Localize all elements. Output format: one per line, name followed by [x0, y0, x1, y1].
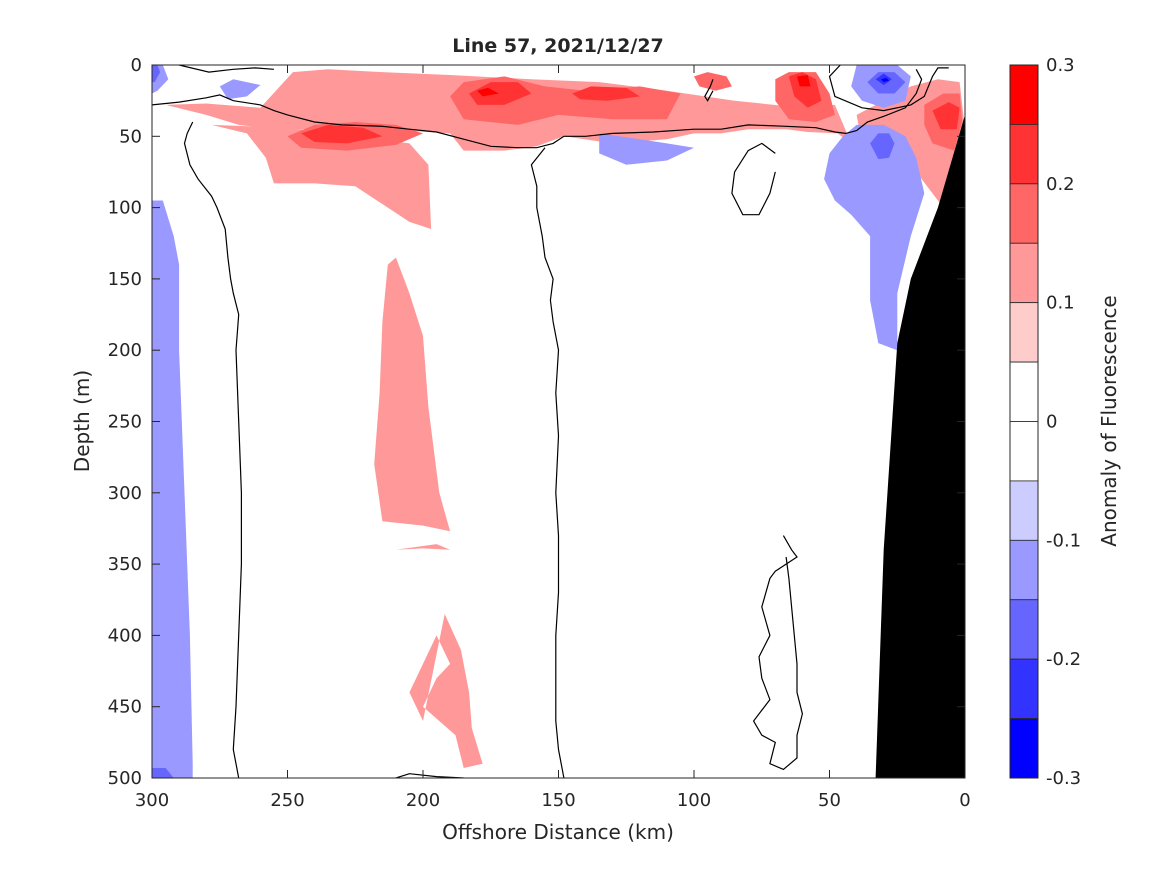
x-axis-label: Offshore Distance (km) — [442, 820, 674, 844]
colorbar-swatch — [1009, 242, 1039, 304]
negative-anomaly-region — [824, 124, 925, 351]
zero-contour-line — [752, 535, 804, 771]
zero-contour-line — [731, 142, 776, 216]
y-tick-label: 100 — [108, 198, 142, 219]
colorbar-swatch — [1009, 64, 1039, 125]
zero-contour-line — [178, 65, 274, 73]
y-axis-ticks: 0 50 100 150 200 250 300 350 400 450 500 — [108, 55, 965, 789]
anomaly-fill-layer — [152, 65, 965, 778]
zero-contour-line — [828, 65, 949, 112]
colorbar-swatch — [1009, 183, 1039, 244]
positive-anomaly-region — [572, 86, 640, 101]
colorbar-tick-label: 0.1 — [1046, 293, 1075, 314]
positive-anomaly-region — [301, 124, 383, 144]
positive-anomaly-region — [395, 544, 451, 550]
x-tick-label: 0 — [959, 790, 970, 811]
x-axis-ticks: 300 250 200 150 100 50 0 — [135, 65, 971, 811]
plot-area — [152, 65, 965, 778]
x-tick-label: 300 — [135, 790, 169, 811]
negative-anomaly-region — [881, 77, 890, 83]
positive-anomaly-region — [694, 72, 732, 91]
colorbar: 0.3 0.2 0.1 0 -0.1 -0.2 -0.3 — [1009, 55, 1081, 789]
positive-anomaly-region — [932, 102, 960, 130]
colorbar-swatch — [1009, 302, 1039, 363]
y-tick-label: 150 — [108, 269, 142, 290]
colorbar-swatch — [1009, 718, 1039, 779]
negative-anomaly-region — [599, 133, 694, 165]
colorbar-swatch — [1009, 361, 1039, 422]
negative-anomaly-region — [152, 65, 161, 83]
positive-anomaly-region — [409, 614, 483, 768]
y-tick-label: 400 — [108, 625, 142, 646]
positive-anomaly-region — [469, 82, 532, 105]
y-tick-label: 450 — [108, 697, 142, 718]
x-tick-label: 200 — [406, 790, 440, 811]
colorbar-swatch — [1009, 539, 1039, 601]
colorbar-tick-label: 0.3 — [1046, 55, 1075, 76]
colorbar-swatch — [1009, 658, 1039, 719]
positive-anomaly-region — [477, 87, 499, 97]
colorbar-swatch — [1009, 480, 1039, 541]
y-tick-label: 300 — [108, 483, 142, 504]
positive-anomaly-region — [797, 75, 811, 87]
positive-anomaly-region — [374, 257, 451, 532]
y-tick-label: 200 — [108, 340, 142, 361]
colorbar-frame — [1009, 64, 1039, 779]
zero-contour-layer — [152, 65, 949, 778]
negative-anomaly-region — [870, 133, 895, 160]
colorbar-swatch — [1009, 421, 1039, 482]
zero-contour-line — [530, 147, 565, 778]
seafloor-layer — [875, 114, 965, 778]
colorbar-tick-label: -0.3 — [1046, 768, 1081, 789]
y-tick-label: 0 — [131, 55, 142, 76]
positive-anomaly-region — [211, 124, 432, 229]
colorbar-tick-label: 0.2 — [1046, 174, 1075, 195]
colorbar-tick-label: -0.2 — [1046, 649, 1081, 670]
x-tick-label: 50 — [818, 790, 841, 811]
colorbar-swatch — [1009, 124, 1039, 185]
chart-title: Line 57, 2021/12/27 — [452, 35, 664, 57]
positive-anomaly-region — [788, 72, 822, 108]
colorbar-label: Anomaly of Fluorescence — [1097, 295, 1121, 546]
negative-anomaly-region — [152, 768, 174, 778]
x-tick-label: 100 — [677, 790, 711, 811]
y-tick-label: 350 — [108, 554, 142, 575]
x-tick-label: 250 — [270, 790, 304, 811]
colorbar-swatch — [1009, 599, 1039, 660]
x-tick-label: 150 — [541, 790, 575, 811]
y-tick-label: 250 — [108, 412, 142, 433]
negative-anomaly-region — [152, 200, 193, 778]
seafloor-mask — [875, 114, 965, 778]
y-tick-label: 50 — [119, 126, 142, 147]
y-tick-label: 500 — [108, 768, 142, 789]
negative-anomaly-region — [219, 79, 261, 100]
colorbar-tick-label: -0.1 — [1046, 530, 1081, 551]
zero-contour-line — [152, 69, 923, 149]
y-axis-label: Depth (m) — [70, 370, 94, 472]
zero-contour-line — [704, 79, 714, 102]
zero-contour-line — [183, 121, 242, 778]
colorbar-tick-label: 0 — [1046, 412, 1057, 433]
